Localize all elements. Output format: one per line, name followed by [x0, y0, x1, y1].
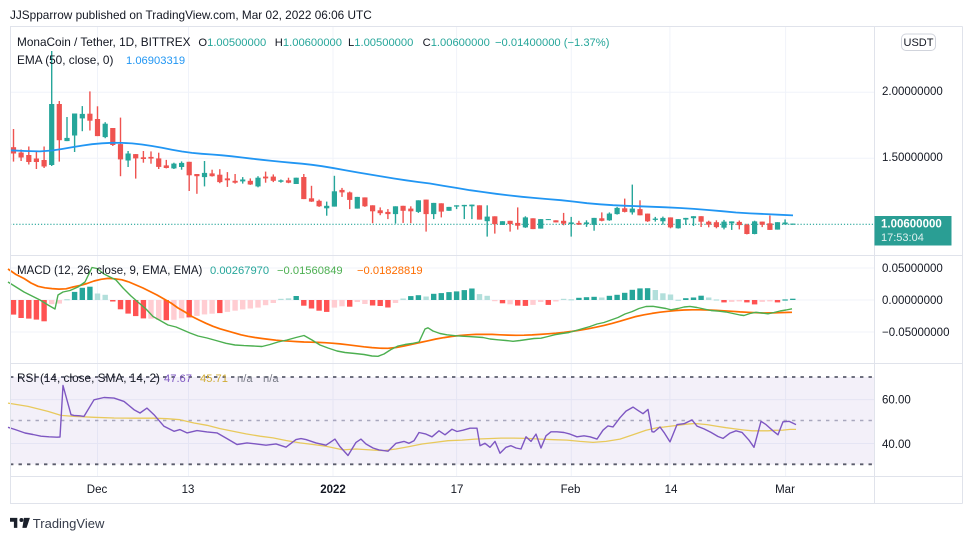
svg-text:Dec: Dec	[87, 484, 108, 496]
svg-text:RSI (14, close, SMA, 14, 2): RSI (14, close, SMA, 14, 2)	[17, 371, 160, 385]
svg-text:MACD (12, 26, close, 9, EMA, E: MACD (12, 26, close, 9, EMA, EMA)	[17, 265, 203, 277]
svg-text:C1.00600000: C1.00600000	[423, 37, 490, 49]
svg-text:TradingView: TradingView	[33, 516, 105, 531]
svg-text:−0.05000000: −0.05000000	[882, 327, 949, 339]
svg-text:1.50000000: 1.50000000	[882, 152, 943, 164]
svg-text:−0.01560849: −0.01560849	[277, 265, 343, 277]
svg-text:O1.00500000: O1.00500000	[198, 37, 266, 49]
svg-text:0.00267970: 0.00267970	[210, 265, 269, 277]
svg-text:47.67: 47.67	[164, 373, 192, 385]
svg-text:60.00: 60.00	[882, 395, 911, 407]
svg-text:Feb: Feb	[561, 484, 581, 496]
svg-text:40.00: 40.00	[882, 439, 911, 451]
svg-text:JJSpparrow published on Tradin: JJSpparrow published on TradingView.com,…	[10, 8, 372, 22]
svg-text:−0.01400000 (−1.37%): −0.01400000 (−1.37%)	[495, 37, 610, 49]
svg-text:17: 17	[451, 484, 464, 496]
svg-text:1.00600000: 1.00600000	[881, 219, 942, 231]
svg-text:14: 14	[665, 484, 678, 496]
svg-text:−0.01828819: −0.01828819	[357, 265, 423, 277]
svg-text:n/a: n/a	[263, 373, 279, 385]
svg-text:0.05000000: 0.05000000	[882, 263, 943, 275]
svg-text:17:53:04: 17:53:04	[881, 232, 924, 244]
svg-text:n/a: n/a	[237, 373, 253, 385]
svg-text:2022: 2022	[320, 484, 346, 496]
svg-text:H1.00600000: H1.00600000	[275, 37, 342, 49]
svg-text:2.00000000: 2.00000000	[882, 86, 943, 98]
svg-text:USDT: USDT	[904, 37, 934, 49]
svg-text:Mar: Mar	[775, 484, 795, 496]
svg-text:MonaCoin / Tether, 1D, BITTREX: MonaCoin / Tether, 1D, BITTREX	[17, 35, 191, 49]
svg-text:0.00000000: 0.00000000	[882, 295, 943, 307]
svg-text:45.71: 45.71	[200, 373, 228, 385]
svg-text:L1.00500000: L1.00500000	[348, 37, 413, 49]
svg-text:13: 13	[182, 484, 195, 496]
svg-text:1.06903319: 1.06903319	[126, 55, 185, 67]
svg-text:EMA (50, close, 0): EMA (50, close, 0)	[17, 53, 113, 67]
